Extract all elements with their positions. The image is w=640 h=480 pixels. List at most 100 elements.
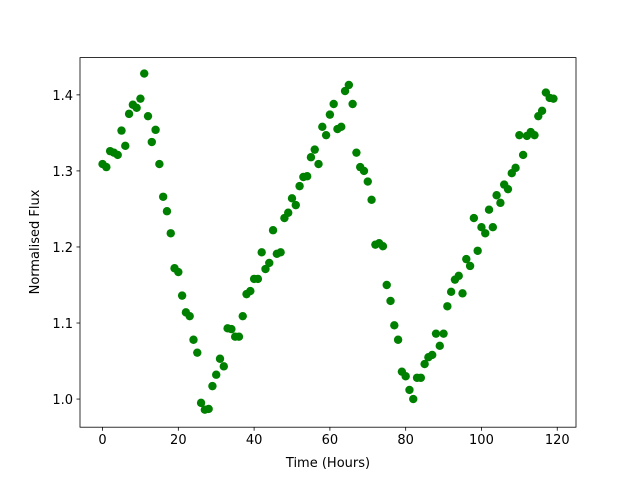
data-point: [405, 385, 414, 395]
data-point: [215, 354, 225, 363]
data-point: [261, 264, 270, 274]
data-point: [367, 195, 376, 205]
data-point: [136, 94, 145, 103]
data-point: [276, 248, 285, 257]
data-point: [329, 99, 338, 109]
data-point: [344, 80, 354, 90]
data-point: [204, 404, 213, 414]
data-point: [496, 198, 505, 208]
x-tick-label: 0: [98, 433, 106, 448]
y-tick-label: 1.4: [52, 89, 73, 104]
data-point: [174, 267, 183, 277]
data-point: [458, 289, 467, 298]
data-point: [227, 324, 236, 334]
data-point: [196, 398, 206, 408]
data-point: [158, 192, 168, 201]
data-point: [420, 359, 429, 369]
data-point: [409, 394, 418, 404]
data-point: [431, 329, 441, 338]
data-point: [465, 261, 475, 271]
data-point: [253, 274, 263, 284]
data-point: [382, 280, 391, 290]
x-tick-label: 20: [170, 433, 187, 448]
data-point: [310, 145, 319, 154]
data-point: [257, 248, 266, 257]
data-point: [473, 246, 482, 255]
data-point: [515, 130, 524, 140]
data-point: [291, 200, 300, 210]
y-tick-label: 1.1: [52, 317, 73, 332]
data-point: [162, 207, 172, 216]
data-point: [212, 370, 221, 379]
data-point: [481, 229, 490, 238]
data-point: [477, 222, 486, 232]
data-point: [284, 208, 293, 217]
data-point: [337, 122, 346, 132]
data-point: [185, 311, 194, 321]
data-point: [363, 177, 372, 186]
data-point: [469, 213, 479, 223]
data-point: [147, 137, 157, 147]
data-point: [234, 332, 244, 341]
data-point: [386, 296, 395, 306]
x-tick-label: 100: [469, 433, 494, 448]
data-point: [321, 130, 331, 140]
data-point: [306, 153, 316, 162]
data-point: [189, 335, 198, 344]
data-point: [143, 111, 153, 121]
data-point: [530, 130, 539, 140]
data-point: [484, 205, 494, 214]
data-point: [166, 229, 175, 238]
data-point: [446, 287, 456, 297]
data-point: [439, 329, 448, 338]
data-point: [268, 226, 278, 235]
data-point: [302, 172, 312, 181]
data-point: [193, 348, 202, 357]
data-point: [246, 286, 255, 296]
data-point: [265, 258, 274, 268]
data-point: [348, 99, 357, 109]
data-point: [121, 141, 130, 151]
data-point: [177, 291, 187, 300]
data-point: [102, 162, 111, 172]
data-point: [318, 122, 327, 132]
data-point: [140, 69, 149, 78]
data-point: [503, 184, 513, 194]
x-tick-label: 80: [397, 433, 414, 448]
data-point: [155, 159, 164, 169]
data-point: [511, 163, 520, 173]
data-point: [401, 372, 410, 381]
data-point: [462, 254, 471, 264]
x-tick-label: 40: [246, 433, 263, 448]
data-point: [435, 341, 444, 351]
data-point: [325, 110, 335, 119]
y-tick-label: 1.0: [52, 393, 73, 408]
data-point: [359, 166, 369, 176]
data-point: [117, 126, 126, 135]
data-point: [518, 150, 528, 160]
data-point: [287, 194, 297, 203]
axes-frame: [79, 57, 577, 428]
data-point: [340, 86, 350, 96]
data-point: [314, 159, 323, 169]
data-point: [132, 103, 141, 112]
data-point: [549, 94, 558, 103]
data-point: [454, 271, 463, 281]
data-point: [537, 106, 547, 116]
data-point: [219, 362, 228, 371]
y-axis-label: Normalised Flux: [28, 189, 43, 294]
data-point: [113, 150, 122, 160]
data-point: [416, 373, 426, 382]
data-point: [443, 302, 452, 311]
x-axis-label: Time (Hours): [285, 456, 370, 471]
y-tick-label: 1.2: [52, 241, 73, 256]
data-point: [492, 191, 501, 200]
data-point: [488, 222, 498, 232]
data-point: [393, 335, 403, 344]
data-point: [238, 311, 247, 321]
data-point: [208, 381, 217, 391]
data-point: [295, 181, 304, 191]
data-point: [428, 350, 437, 360]
x-tick-label: 120: [545, 433, 570, 448]
